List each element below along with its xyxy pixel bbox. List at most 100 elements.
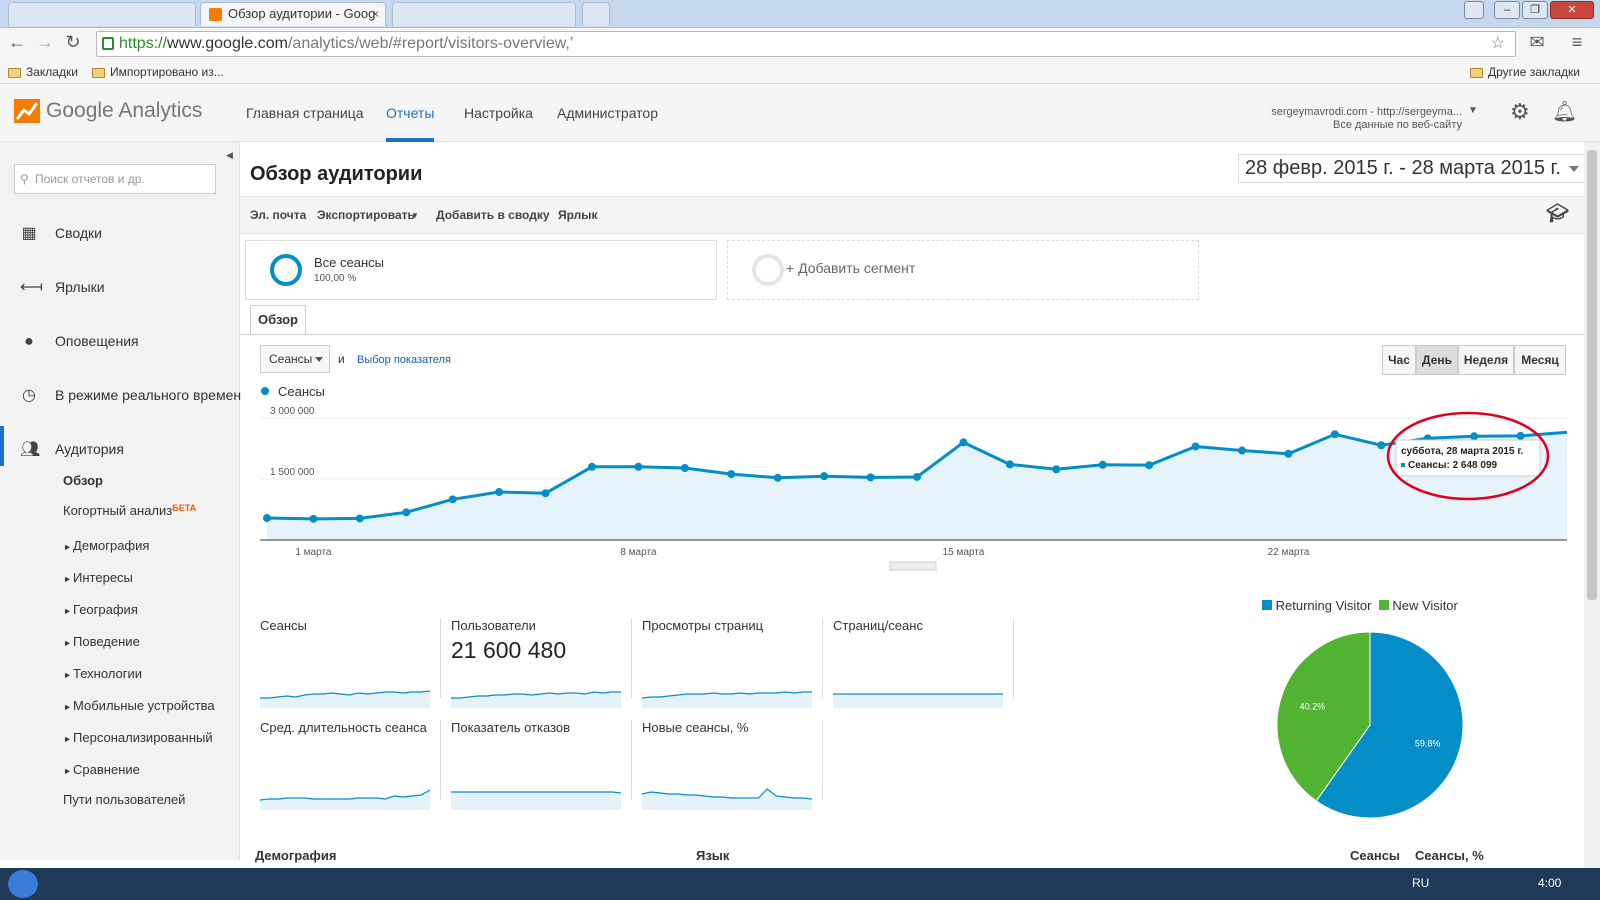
chevron-down-icon[interactable]: ▼ <box>1468 105 1478 116</box>
data-point[interactable] <box>1191 442 1200 451</box>
metric-card[interactable]: Страниц/сеанс <box>833 618 1013 708</box>
bookmark-folder[interactable]: Закладки <box>8 65 78 79</box>
data-point[interactable] <box>680 464 689 473</box>
metric-card[interactable]: Показатель отказов <box>451 720 631 810</box>
bell-icon[interactable]: 🔔︎ <box>1552 101 1578 123</box>
nav-settings[interactable]: Настройка <box>464 105 533 121</box>
metric-card[interactable]: Пользователи 21 600 480 <box>451 618 631 708</box>
shortcut-action[interactable]: Ярлык <box>558 208 598 222</box>
nav-reports[interactable]: Отчеты <box>386 105 435 121</box>
close-tab-icon[interactable]: × <box>371 7 379 21</box>
sidebar-item-shortcuts[interactable]: ⟻ Ярлыки <box>20 279 105 296</box>
forward-icon[interactable]: → <box>36 32 54 52</box>
data-point[interactable] <box>634 462 643 471</box>
data-point[interactable] <box>448 495 457 504</box>
pie-slice[interactable] <box>1276 631 1371 802</box>
granularity-week[interactable]: Неделя <box>1458 345 1514 375</box>
sidebar-sub-user-flow[interactable]: Пути пользователей <box>63 792 186 807</box>
menu-icon[interactable]: ≡ <box>1571 32 1583 52</box>
data-point[interactable] <box>309 514 318 523</box>
chart-collapse-handle[interactable] <box>889 561 937 571</box>
sidebar-item-alerts[interactable]: ● Оповещения <box>0 330 240 354</box>
bookmark-folder[interactable]: Импортировано из... <box>92 65 224 79</box>
tab-overview[interactable]: Обзор <box>250 305 306 335</box>
granularity-day[interactable]: День <box>1416 345 1458 375</box>
sidebar-item-realtime[interactable]: ◷ В режиме реального времен <box>0 384 241 408</box>
data-point[interactable] <box>1377 441 1386 450</box>
data-point[interactable] <box>1330 430 1339 439</box>
new-tab-button[interactable] <box>582 2 610 26</box>
language-indicator[interactable]: RU <box>1412 876 1430 890</box>
ga-logo[interactable]: Google Analytics <box>14 99 202 124</box>
metric-card[interactable]: Сеансы <box>260 618 440 708</box>
add-to-dashboard-action[interactable]: Добавить в сводку <box>436 208 550 222</box>
sidebar-item-dashboards[interactable]: ▦ Сводки <box>21 225 102 242</box>
data-point[interactable] <box>588 462 596 471</box>
sidebar-sub-item[interactable]: ▸ Поведение <box>65 634 140 649</box>
sidebar-sub-item[interactable]: ▸ Персонализированный <box>65 730 213 745</box>
sidebar-sub-item[interactable]: ▸ Технологии <box>65 666 143 681</box>
export-action[interactable]: Экспортировать <box>317 208 415 222</box>
data-point[interactable] <box>913 472 921 481</box>
data-point[interactable] <box>541 489 550 498</box>
sidebar-sub-item[interactable]: ▸ Мобильные устройства <box>65 698 215 713</box>
email-action[interactable]: Эл. почта <box>250 208 307 222</box>
data-point[interactable] <box>1516 431 1525 440</box>
data-point[interactable] <box>1284 449 1293 458</box>
browser-tab[interactable] <box>392 2 576 26</box>
metric-card[interactable]: Новые сеансы, % <box>642 720 822 810</box>
back-icon[interactable]: ← <box>8 32 26 52</box>
data-point[interactable] <box>727 470 736 479</box>
address-bar[interactable]: https://www.google.com/analytics/web/#re… <box>96 31 1516 57</box>
data-point[interactable] <box>355 514 364 523</box>
sidebar-sub-overview[interactable]: Обзор <box>63 473 103 488</box>
nav-home[interactable]: Главная страница <box>246 105 364 121</box>
report-search-input[interactable]: ⚲ Поиск отчетов и др. <box>14 164 216 194</box>
granularity-hour[interactable]: Час <box>1382 345 1416 375</box>
data-point[interactable] <box>773 473 782 482</box>
segment-all-sessions[interactable]: Все сеансы 100,00 % <box>245 240 717 300</box>
data-point[interactable] <box>1238 446 1246 455</box>
collapse-sidebar-icon[interactable]: ◀ <box>226 150 233 160</box>
pie-slice[interactable] <box>1315 631 1464 819</box>
sidebar-sub-item[interactable]: ▸ География <box>65 602 138 617</box>
data-point[interactable] <box>1052 465 1061 474</box>
graduation-cap-icon[interactable]: 🎓︎ <box>1546 203 1569 223</box>
profile-icon[interactable] <box>1464 1 1484 19</box>
other-bookmarks[interactable]: Другие закладки <box>1470 65 1580 79</box>
metric-select[interactable]: Сеансы <box>260 345 330 373</box>
data-point[interactable] <box>1098 460 1107 469</box>
page-scrollbar[interactable] <box>1584 142 1600 868</box>
reload-icon[interactable]: ↻ <box>65 32 81 52</box>
clock[interactable]: 4:00 <box>1538 876 1562 890</box>
granularity-month[interactable]: Месяц <box>1514 345 1566 375</box>
metric-card[interactable]: Сред. длительность сеанса <box>260 720 440 810</box>
account-selector[interactable]: sergeymavrodi.com - http://sergeyma... В… <box>1271 106 1462 131</box>
browser-tab-active[interactable]: Обзор аудитории - Goog × <box>200 2 386 26</box>
sidebar-sub-cohort[interactable]: Когортный анализБЕТА <box>63 503 197 518</box>
data-point[interactable] <box>866 473 875 482</box>
add-segment-button[interactable]: + Добавить сегмент <box>727 240 1199 300</box>
choose-metric-link[interactable]: Выбор показателя <box>357 354 451 366</box>
data-point[interactable] <box>820 472 829 481</box>
gear-icon[interactable]: ⚙ <box>1510 99 1530 124</box>
data-point[interactable] <box>402 508 411 517</box>
browser-tab[interactable] <box>8 2 196 26</box>
minimize-icon[interactable]: – <box>1494 1 1520 19</box>
restore-icon[interactable]: ❐ <box>1522 1 1548 19</box>
scrollbar-thumb[interactable] <box>1587 150 1597 600</box>
close-window-icon[interactable]: ✕ <box>1550 1 1594 19</box>
bookmark-star-icon[interactable]: ☆ <box>1490 35 1505 52</box>
windows-start-icon[interactable] <box>8 870 38 898</box>
data-point[interactable] <box>495 488 504 497</box>
nav-admin[interactable]: Администратор <box>557 105 659 121</box>
data-point[interactable] <box>263 514 271 523</box>
sidebar-item-audience[interactable]: 👥︎ Аудитория <box>20 441 124 458</box>
metric-card[interactable]: Просмотры страниц <box>642 618 822 708</box>
data-point[interactable] <box>1470 432 1479 441</box>
data-point[interactable] <box>1145 461 1154 470</box>
data-point[interactable] <box>1005 460 1014 469</box>
data-point[interactable] <box>959 438 968 447</box>
sidebar-sub-item[interactable]: ▸ Интересы <box>65 570 133 585</box>
mail-icon[interactable]: ✉ <box>1529 32 1545 52</box>
